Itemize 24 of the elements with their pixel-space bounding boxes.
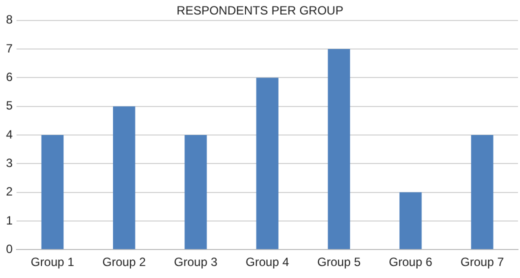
x-tick-label: Group 2 [102, 255, 146, 270]
x-tick-label: Group 7 [460, 255, 504, 270]
bar [41, 135, 64, 250]
bar [399, 192, 422, 250]
bar [184, 135, 207, 250]
y-tick-label: 8 [6, 12, 13, 27]
y-tick-label: 2 [6, 184, 13, 199]
y-tick-label: 1 [6, 213, 13, 228]
y-tick-label: 6 [6, 70, 13, 84]
x-tick-label: Group 1 [30, 255, 74, 270]
bar [256, 78, 278, 250]
y-tick-label: 5 [6, 98, 13, 113]
x-tick-label: Group 5 [317, 255, 361, 270]
y-tick-label: 7 [6, 41, 13, 56]
bar [328, 49, 350, 250]
x-tick-label: Group 6 [388, 255, 433, 270]
chart-title: RESPONDENTS PER GROUP [176, 4, 344, 18]
y-tick-label: 0 [6, 242, 13, 256]
x-tick-label: Group 4 [246, 255, 290, 270]
y-tick-label: 3 [6, 156, 13, 170]
x-tick-label: Group 3 [174, 255, 218, 270]
y-tick-label: 4 [6, 127, 13, 142]
bar [471, 135, 494, 250]
bar [113, 106, 136, 250]
